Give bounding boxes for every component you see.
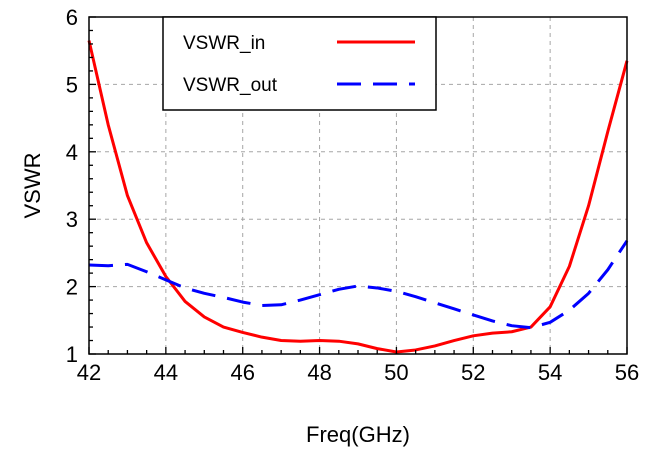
plot-series [87,40,629,354]
x-tick-label: 52 [461,360,485,385]
y-tick-label: 2 [66,275,78,300]
x-tick-label: 54 [538,360,562,385]
series-line-vswr-in [87,40,629,354]
axis-ticks [88,16,628,355]
x-tick-label: 48 [307,360,331,385]
x-tick-label: 46 [230,360,254,385]
x-tick-label: 42 [77,360,101,385]
x-tick-label: 50 [384,360,408,385]
y-tick-label: 1 [66,342,78,367]
series-line-vswr-out [88,239,629,330]
legend: VSWR_in VSWR_out [162,16,437,111]
y-tick-label: 5 [66,72,78,97]
y-tick-label: 6 [66,5,78,30]
x-tick-label: 44 [154,360,178,385]
legend-box [162,16,437,111]
legend-label: VSWR_out [183,75,278,96]
y-tick-label: 4 [66,140,78,165]
x-tick-label: 56 [615,360,639,385]
legend-label: VSWR_in [183,33,265,54]
y-axis-title: VSWR [20,153,45,219]
legend-items: VSWR_in VSWR_out [183,33,415,96]
y-tick-label: 3 [66,207,78,232]
x-axis-title: Freq(GHz) [306,422,410,447]
